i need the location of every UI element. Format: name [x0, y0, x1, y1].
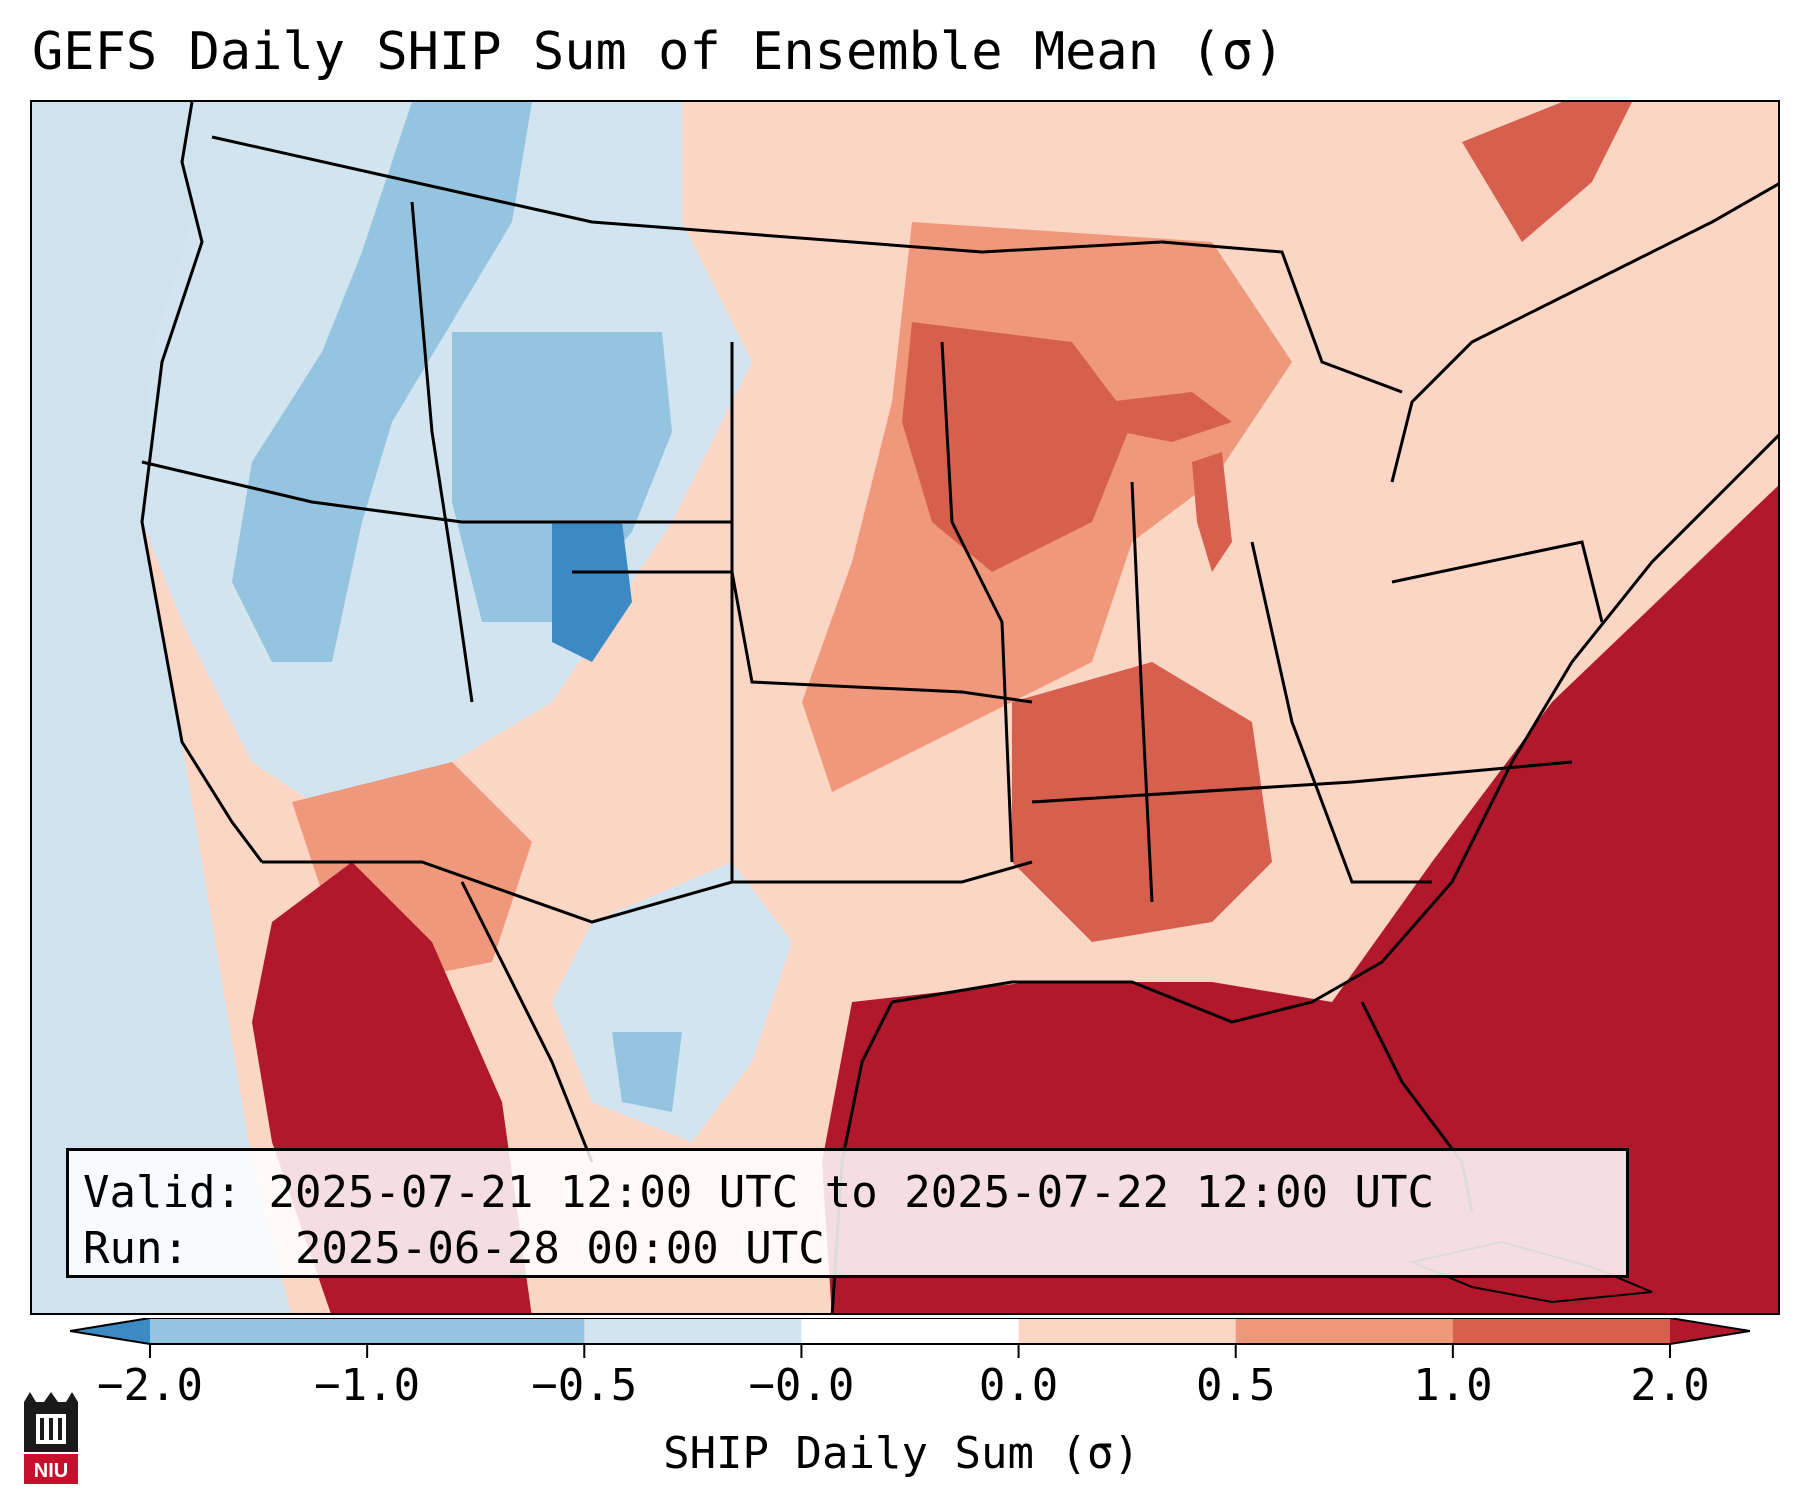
colorbar-label: SHIP Daily Sum (σ)	[663, 1428, 1140, 1479]
colorbar-extend-right	[1670, 1318, 1750, 1344]
cool-patch-northwest	[232, 102, 532, 662]
page-title: GEFS Daily SHIP Sum of Ensemble Mean (σ)	[32, 22, 1285, 82]
hot-region-gulf-atlantic	[822, 485, 1778, 1313]
colorbar-segment	[584, 1318, 802, 1344]
run-label: Run:	[83, 1223, 189, 1274]
warm-region-upper-midwest	[902, 322, 1132, 572]
colorbar-segment	[150, 1318, 368, 1344]
cool-patch-rockies	[452, 332, 672, 622]
lake-superior	[1107, 392, 1232, 442]
colorbar-tick-label: 0.0	[978, 1360, 1059, 1411]
colorbar-ticks	[149, 1344, 1671, 1358]
colorbar-tick-label: −1.0	[314, 1360, 421, 1411]
niu-logo-icon: NIU	[24, 1392, 78, 1484]
colorbar-segment	[1452, 1318, 1671, 1344]
map-panel	[30, 100, 1780, 1315]
colorbar-tick-label: 0.5	[1195, 1360, 1276, 1411]
map-svg	[32, 102, 1778, 1313]
cool-patch-texas	[552, 862, 792, 1142]
niu-logo-text: NIU	[34, 1460, 68, 1482]
valid-label: Valid:	[83, 1167, 242, 1218]
run-value: 2025-06-28 00:00 UTC	[294, 1223, 825, 1274]
colorbar-segment	[1018, 1318, 1237, 1344]
colorbar-segment	[1235, 1318, 1454, 1344]
colorbar-tick-label: 1.0	[1413, 1360, 1493, 1411]
lake-michigan	[1192, 452, 1232, 572]
valid-run-info-box: Valid: 2025-07-21 12:00 UTC to 2025-07-2…	[66, 1148, 1629, 1278]
warm-region-northeast-canada	[1462, 102, 1632, 242]
colorbar-segment	[367, 1318, 585, 1344]
valid-value: 2025-07-21 12:00 UTC to 2025-07-22 12:00…	[268, 1167, 1435, 1218]
cool-core-colorado	[552, 522, 632, 662]
colorbar-extend-left	[70, 1318, 150, 1344]
colorbar	[70, 1318, 1750, 1358]
colorbar-tick-label: −0.5	[531, 1360, 638, 1411]
colorbar-segments	[150, 1318, 1671, 1344]
colorbar-segment	[801, 1318, 1020, 1344]
warm-region-south	[1012, 662, 1272, 942]
colorbar-tick-label: −2.0	[97, 1360, 203, 1411]
cool-core-mexico	[612, 1032, 682, 1112]
colorbar-tick-label: −0.0	[748, 1360, 855, 1411]
colorbar-tick-label: 2.0	[1630, 1360, 1710, 1411]
